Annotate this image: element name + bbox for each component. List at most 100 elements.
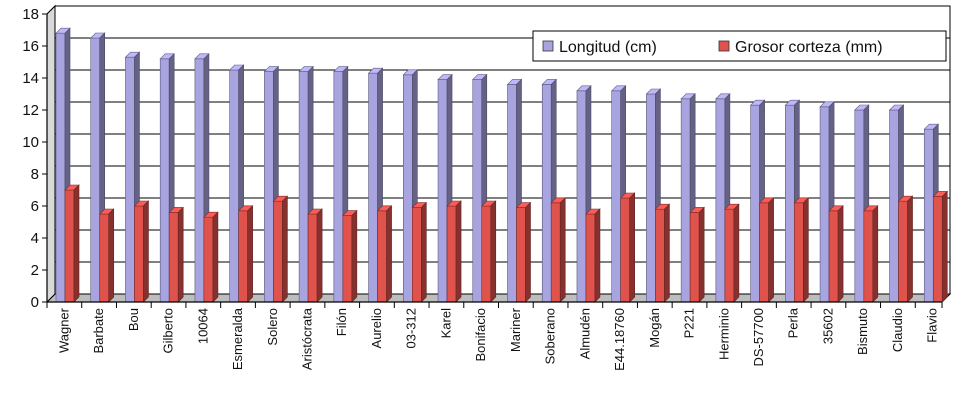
bar-grosor-11-side xyxy=(455,200,462,303)
bar-grosor-21 xyxy=(793,197,810,303)
x-tick-labels: Wagner Barbate Bou Gilberto 10064 Esmeralda So… xyxy=(56,307,939,371)
bar-grosor-24-side xyxy=(907,195,913,303)
bar-longitud-24-front xyxy=(889,109,899,303)
bar-grosor-6-front xyxy=(273,200,283,303)
y-tick-label: 0 xyxy=(31,294,39,311)
x-tick-label: 10064 xyxy=(195,308,210,344)
y-tick-label: 4 xyxy=(31,230,39,247)
legend-box xyxy=(532,30,947,62)
bar-longitud-5-front xyxy=(229,69,239,303)
bar-grosor-21-front xyxy=(794,202,804,303)
x-tick-label: P221 xyxy=(682,308,697,338)
bar-grosor-9-front xyxy=(377,210,387,303)
bar-longitud-11-front xyxy=(437,79,448,303)
bar-grosor-13-side xyxy=(525,201,531,303)
y-tick-label: 12 xyxy=(22,102,39,119)
bar-grosor-0-front xyxy=(64,189,75,303)
bar-grosor-14-front xyxy=(550,202,561,303)
y-tick-label: 6 xyxy=(31,198,39,215)
bar-grosor-11 xyxy=(446,200,462,303)
y-tick-label: 2 xyxy=(31,262,39,279)
x-tick-label: Claudio xyxy=(890,308,905,352)
bar-longitud-2-front xyxy=(125,56,135,303)
bar-grosor-19 xyxy=(724,203,740,303)
legend: Longitud (cm) Grosor corteza (mm) xyxy=(532,30,947,62)
bar-grosor-17 xyxy=(654,203,671,303)
bar-grosor-3-side xyxy=(177,206,184,303)
y-tick-label: 16 xyxy=(22,38,39,55)
x-tick-label: Herminio xyxy=(716,308,731,360)
bar-longitud-14-front xyxy=(541,84,552,303)
bar-grosor-20-side xyxy=(768,197,774,303)
bar-grosor-8 xyxy=(342,209,358,303)
bar-grosor-12 xyxy=(481,200,497,303)
bar-grosor-2-front xyxy=(134,205,144,303)
bar-longitud-4-front xyxy=(194,58,205,303)
bar-grosor-22 xyxy=(828,205,844,303)
x-tick-label: Bonifacio xyxy=(473,308,488,361)
bar-grosor-25-front xyxy=(932,196,943,303)
x-tick-label: Mariner xyxy=(508,307,523,352)
bar-grosor-17-side xyxy=(664,203,670,303)
bar-grosor-15 xyxy=(585,208,601,303)
x-tick-label: Filón xyxy=(334,308,349,336)
bar-grosor-12-side xyxy=(490,200,497,303)
bar-grosor-10-side xyxy=(421,201,427,303)
x-tick-label: Barbate xyxy=(91,308,106,354)
bar-grosor-13-front xyxy=(516,207,526,303)
bar-grosor-2 xyxy=(133,200,150,303)
legend-swatch-longitud xyxy=(542,40,554,52)
bar-grosor-5 xyxy=(237,205,254,303)
bar-longitud-15-front xyxy=(576,90,587,303)
bar-longitud-12-front xyxy=(472,79,483,303)
bar-longitud-21-front xyxy=(785,104,795,303)
y-tick-label: 14 xyxy=(22,70,39,87)
bar-grosor-0-side xyxy=(73,184,80,303)
x-tick-label: Esmeralda xyxy=(230,307,245,370)
plot-side-wall xyxy=(46,4,56,304)
bar-longitud-19-front xyxy=(715,98,726,303)
bar-longitud-25-front xyxy=(923,128,934,303)
bar-longitud-3-front xyxy=(159,58,170,303)
legend-swatch-grosor xyxy=(718,40,730,52)
bar-grosor-18-side xyxy=(698,206,705,303)
bar-longitud-8-front xyxy=(333,71,344,303)
bar-grosor-19-front xyxy=(724,208,735,303)
bar-grosor-15-side xyxy=(594,208,601,303)
bar-grosor-14 xyxy=(550,197,566,303)
x-tick-label: Aurelio xyxy=(369,308,384,348)
legend-label-longitud: Longitud (cm) xyxy=(559,39,657,56)
bar-grosor-24 xyxy=(897,195,914,303)
bar-longitud-17-front xyxy=(646,93,656,303)
bar-longitud-6-front xyxy=(264,71,274,303)
y-tick-label: 18 xyxy=(22,6,39,23)
bar-longitud-0-front xyxy=(55,32,66,303)
bar-grosor-9-side xyxy=(386,205,392,303)
bar-grosor-10 xyxy=(411,201,428,303)
x-tick-label: Gilberto xyxy=(161,308,176,354)
x-tick-label: Solero xyxy=(265,308,280,346)
bar-longitud-22-front xyxy=(819,106,830,303)
bar-grosor-9 xyxy=(376,205,393,303)
x-tick-label: Flavio xyxy=(925,308,940,343)
bar-grosor-20 xyxy=(758,197,775,303)
y-tick-label: 8 xyxy=(31,166,39,183)
y-tick-labels: 0 2 4 6 8 10 12 14 16 18 xyxy=(22,6,39,311)
x-tick-label: Bou xyxy=(126,308,141,331)
bar-longitud-23-front xyxy=(854,109,865,303)
bar-grosor-16-front xyxy=(620,197,630,303)
bar-grosor-15-front xyxy=(585,213,596,303)
x-tick-label: Almudén xyxy=(577,308,592,359)
y-tick-label: 10 xyxy=(22,134,39,151)
bar-grosor-4-front xyxy=(203,216,214,303)
bar-grosor-3-front xyxy=(168,212,179,303)
bar-longitud-1-front xyxy=(90,37,101,303)
x-tick-label: Aristócrata xyxy=(299,307,314,370)
bar-longitud-13-front xyxy=(507,84,517,303)
x-tick-label: Mogán xyxy=(647,308,662,348)
bar-grosor-22-side xyxy=(837,205,844,303)
bar-grosor-1 xyxy=(99,208,115,303)
bar-grosor-19-side xyxy=(733,203,740,303)
bar-grosor-23-side xyxy=(872,205,879,303)
